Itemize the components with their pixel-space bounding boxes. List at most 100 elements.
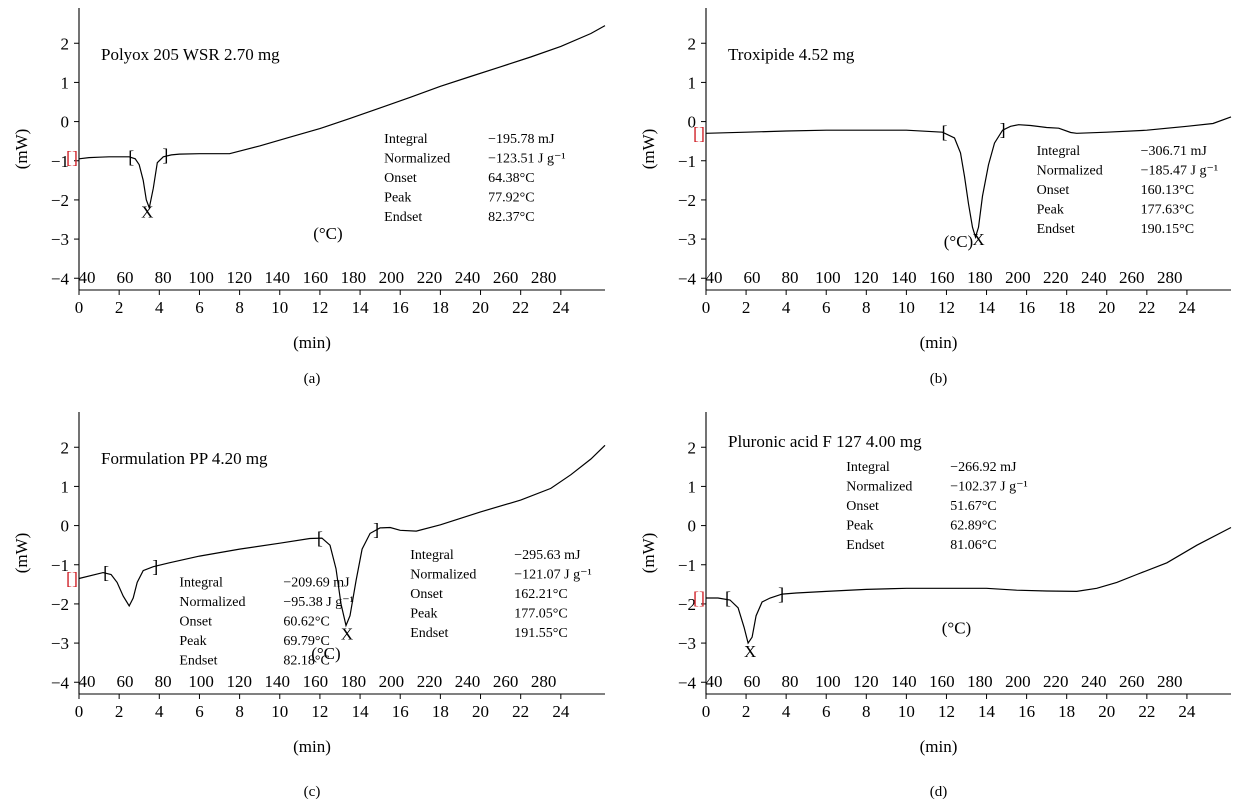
stats-value-1: −306.71 mJ bbox=[1141, 144, 1208, 159]
integration-bracket: ] bbox=[1000, 119, 1006, 139]
x-tick-label: 0 bbox=[75, 702, 84, 721]
panel-caption: (a) bbox=[304, 371, 321, 387]
stats-value-1: 77.92°C bbox=[488, 191, 534, 206]
y-tick-label: −1 bbox=[678, 556, 696, 575]
x-tick-label: 8 bbox=[235, 702, 244, 721]
temperature-tick-label: 80 bbox=[781, 268, 798, 287]
x-tick-label: 18 bbox=[432, 298, 449, 317]
y-tick-label: 2 bbox=[61, 438, 70, 457]
y-tick-label: −1 bbox=[678, 152, 696, 171]
stats-label-1: Integral bbox=[1037, 144, 1081, 159]
stats-value-1: −123.51 J g⁻¹ bbox=[488, 152, 565, 167]
temperature-axis-title: (°C) bbox=[942, 618, 971, 637]
x-tick-label: 2 bbox=[115, 702, 124, 721]
x-tick-label: 16 bbox=[1018, 702, 1035, 721]
stats-value-1: 160.13°C bbox=[1141, 183, 1194, 198]
temperature-tick-label: 100 bbox=[188, 672, 214, 691]
x-tick-label: 24 bbox=[1178, 298, 1196, 317]
stats-label-1: Endset bbox=[179, 653, 217, 668]
y-axis-title: (mW) bbox=[639, 533, 658, 574]
temperature-tick-label: 100 bbox=[188, 268, 214, 287]
y-tick-label: 0 bbox=[688, 113, 697, 132]
x-axis-title: (min) bbox=[920, 333, 958, 352]
peak-marker: X bbox=[141, 203, 153, 222]
y-tick-label: 1 bbox=[61, 73, 70, 92]
temperature-tick-label: 240 bbox=[455, 672, 481, 691]
temperature-tick-label: 100 bbox=[815, 268, 841, 287]
stats-value-2: 191.55°C bbox=[514, 626, 567, 641]
y-axis-title: (mW) bbox=[639, 129, 658, 170]
y-axis-title: (mW) bbox=[12, 129, 31, 170]
y-tick-label: −4 bbox=[51, 673, 70, 692]
stats-label-1: Endset bbox=[384, 210, 422, 225]
temperature-tick-label: 60 bbox=[743, 268, 760, 287]
temperature-tick-label: 120 bbox=[226, 268, 252, 287]
temperature-tick-label: 40 bbox=[706, 268, 723, 287]
stats-label-1: Peak bbox=[384, 191, 411, 206]
x-tick-label: 20 bbox=[1098, 298, 1115, 317]
x-tick-label: 10 bbox=[271, 702, 288, 721]
temperature-tick-label: 240 bbox=[1081, 672, 1107, 691]
y-tick-label: 2 bbox=[61, 34, 70, 53]
stats-value-1: −195.78 mJ bbox=[488, 132, 555, 147]
panel-caption: (b) bbox=[930, 371, 948, 387]
x-tick-label: 12 bbox=[311, 298, 328, 317]
stats-value-1: −266.92 mJ bbox=[950, 460, 1017, 475]
dsc-curve bbox=[706, 526, 1232, 645]
x-tick-label: 20 bbox=[472, 298, 489, 317]
y-tick-label: 2 bbox=[688, 34, 697, 53]
x-tick-label: 4 bbox=[155, 298, 164, 317]
y-tick-label: −4 bbox=[51, 269, 70, 288]
y-tick-label: −1 bbox=[51, 556, 69, 575]
stats-label-1: Peak bbox=[846, 518, 873, 533]
x-tick-label: 24 bbox=[1178, 702, 1196, 721]
stats-label-1: Onset bbox=[846, 499, 879, 514]
temperature-tick-label: 220 bbox=[1043, 268, 1069, 287]
stats-value-1: −209.69 mJ bbox=[283, 575, 350, 590]
stats-value-1: −185.47 J g⁻¹ bbox=[1141, 163, 1218, 178]
integration-bracket: ] bbox=[373, 520, 379, 540]
x-tick-label: 10 bbox=[898, 702, 915, 721]
stats-label-1: Peak bbox=[179, 634, 206, 649]
temperature-tick-label: 220 bbox=[1043, 672, 1069, 691]
x-tick-label: 18 bbox=[1058, 702, 1075, 721]
x-tick-label: 12 bbox=[311, 702, 328, 721]
x-tick-label: 8 bbox=[862, 298, 871, 317]
integration-bracket: [ bbox=[725, 588, 731, 608]
stats-value-2: −295.63 mJ bbox=[514, 548, 581, 563]
x-tick-label: 24 bbox=[552, 702, 570, 721]
x-tick-label: 0 bbox=[702, 298, 711, 317]
dsc-curve bbox=[705, 116, 1232, 240]
panel-title: Formulation PP 4.20 mg bbox=[101, 449, 268, 468]
temperature-tick-label: 200 bbox=[379, 672, 405, 691]
peak-marker: X bbox=[341, 624, 353, 643]
stats-label-1: Endset bbox=[846, 538, 884, 553]
y-tick-label: −4 bbox=[678, 673, 697, 692]
stats-value-1: −95.38 J g⁻¹ bbox=[283, 595, 353, 610]
y-axis-title: (mW) bbox=[12, 533, 31, 574]
temperature-tick-label: 100 bbox=[815, 672, 841, 691]
stats-label-1: Normalized bbox=[384, 152, 450, 167]
x-tick-label: 12 bbox=[938, 702, 955, 721]
y-tick-label: −3 bbox=[51, 634, 69, 653]
temperature-tick-label: 280 bbox=[531, 672, 557, 691]
stats-value-1: −102.37 J g⁻¹ bbox=[950, 479, 1027, 494]
x-tick-label: 22 bbox=[1138, 298, 1155, 317]
x-axis-title: (min) bbox=[920, 737, 958, 756]
temperature-axis-title: (°C) bbox=[311, 644, 340, 663]
start-marker: [] bbox=[693, 588, 705, 608]
y-tick-label: −2 bbox=[678, 191, 696, 210]
panel-title: Polyox 205 WSR 2.70 mg bbox=[101, 45, 280, 64]
x-tick-label: 14 bbox=[352, 298, 370, 317]
peak-marker: X bbox=[744, 642, 756, 661]
temperature-tick-label: 280 bbox=[531, 268, 557, 287]
x-tick-label: 20 bbox=[472, 702, 489, 721]
y-tick-label: −1 bbox=[51, 152, 69, 171]
temperature-tick-label: 60 bbox=[117, 268, 134, 287]
x-tick-label: 20 bbox=[1098, 702, 1115, 721]
temperature-tick-label: 260 bbox=[1119, 268, 1145, 287]
x-tick-label: 14 bbox=[978, 702, 996, 721]
temperature-tick-label: 280 bbox=[1157, 672, 1183, 691]
x-tick-label: 8 bbox=[235, 298, 244, 317]
